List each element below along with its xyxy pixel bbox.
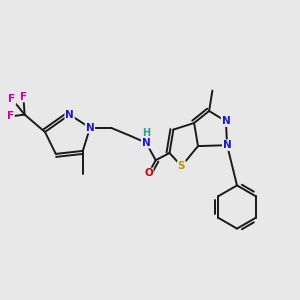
Text: N: N [142,138,151,148]
Text: N: N [223,140,232,150]
Text: N: N [221,116,230,126]
Text: N: N [65,110,74,120]
Text: F: F [20,92,27,102]
Text: H: H [142,128,150,138]
Text: F: F [8,94,16,104]
Text: S: S [178,161,185,171]
Text: F: F [7,111,14,122]
Text: O: O [144,168,153,178]
Text: N: N [85,123,94,133]
